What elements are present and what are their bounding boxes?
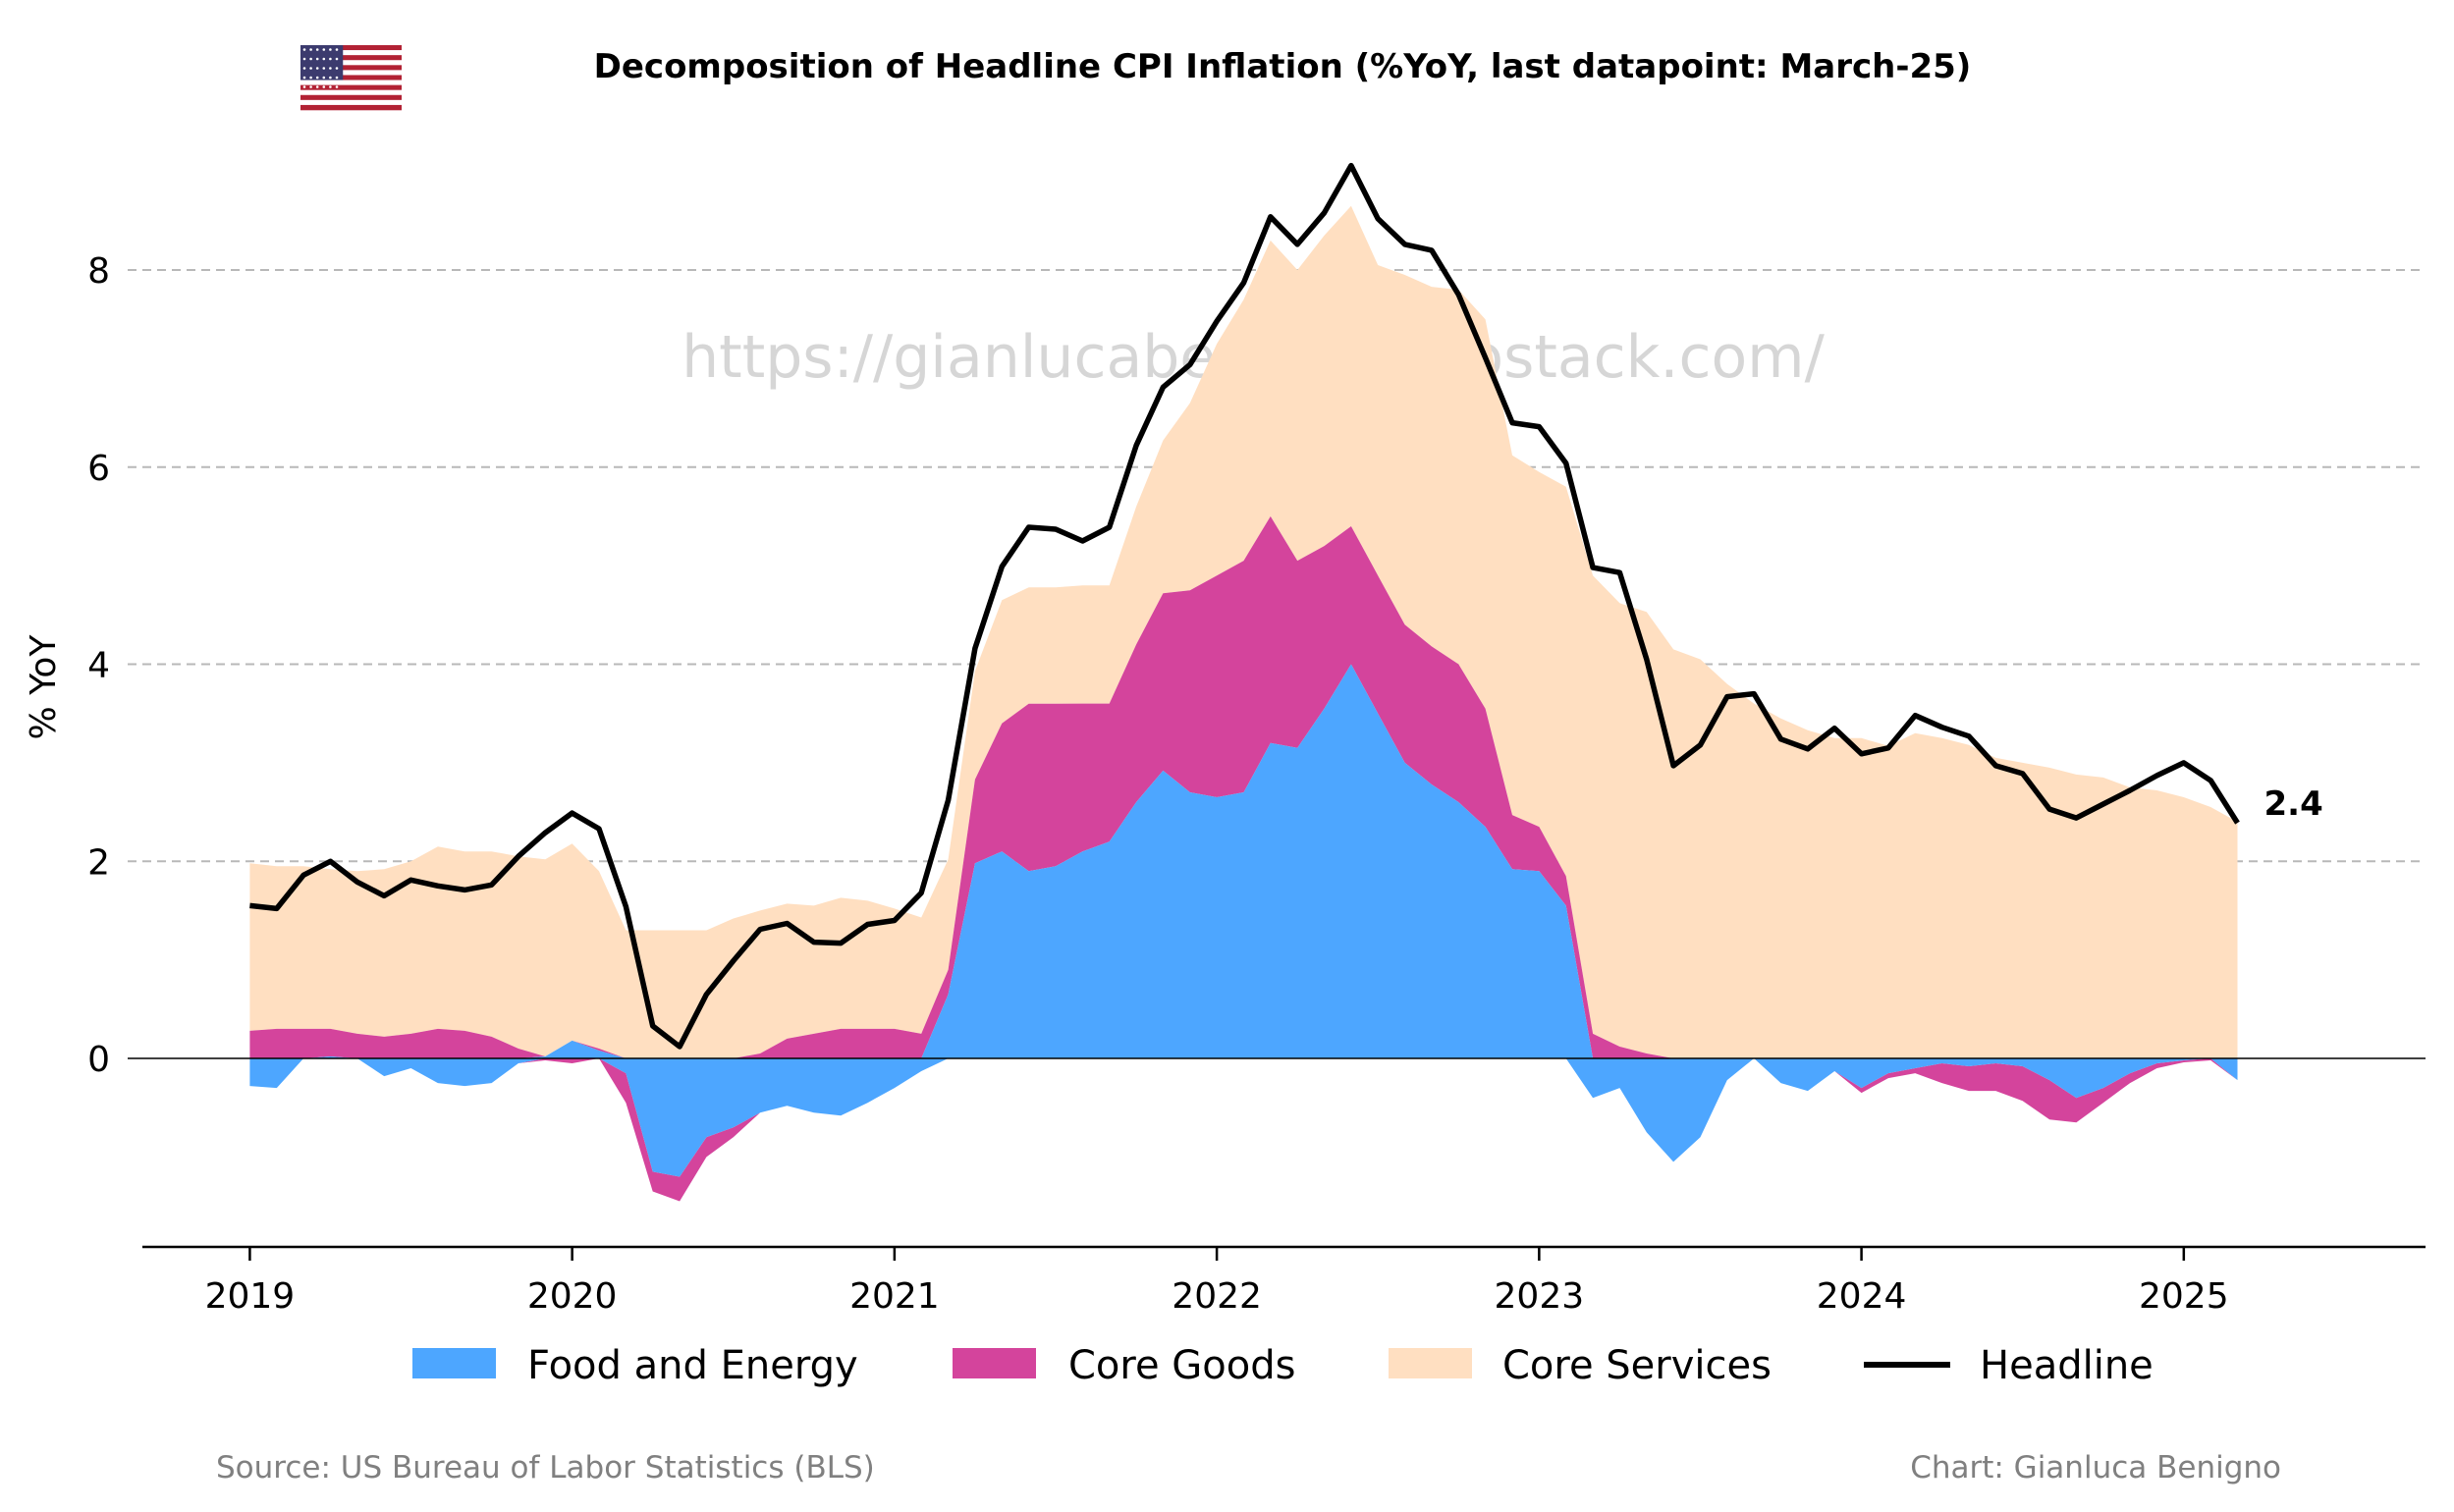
food-energy-area-negative xyxy=(249,1058,2238,1177)
core-goods-area-positive xyxy=(249,515,2238,1058)
legend-label: Food and Energy xyxy=(527,1343,858,1388)
y-tick-label: 8 xyxy=(87,251,110,292)
y-axis: 0 2 4 6 8 xyxy=(87,251,110,1080)
headline-series xyxy=(249,162,2240,1050)
x-axis: 2019 2020 2021 2022 2023 2024 2025 xyxy=(142,1245,2426,1317)
x-tick-label: 2021 xyxy=(849,1276,940,1317)
y-tick-label: 2 xyxy=(87,842,110,883)
headline-end-label: 2.4 xyxy=(2264,784,2323,824)
y-tick-label: 0 xyxy=(87,1040,110,1080)
us-flag-icon xyxy=(300,45,402,111)
legend-swatch xyxy=(1389,1348,1472,1378)
legend-swatch xyxy=(412,1348,496,1378)
x-tick-label: 2024 xyxy=(1817,1276,1907,1317)
y-axis-label: % YoY xyxy=(24,634,64,740)
x-tick-label: 2022 xyxy=(1172,1276,1262,1317)
legend-label: Core Services xyxy=(1502,1343,1772,1388)
legend: Food and Energy Core Goods Core Services He… xyxy=(412,1343,2154,1388)
x-tick-label: 2019 xyxy=(205,1276,296,1317)
food-energy-area-positive xyxy=(249,664,2238,1058)
headline-line xyxy=(249,162,2240,1050)
core-goods-area-negative xyxy=(249,1058,2238,1202)
core-services-area-positive xyxy=(249,205,2238,1059)
legend-label: Headline xyxy=(1980,1343,2154,1388)
x-tick-label: 2023 xyxy=(1495,1276,1585,1317)
source-note: Source: US Bureau of Labor Statistics (B… xyxy=(216,1450,875,1485)
y-tick-label: 6 xyxy=(87,449,110,489)
legend-label: Core Goods xyxy=(1068,1343,1295,1388)
x-tick-label: 2025 xyxy=(2139,1276,2229,1317)
y-tick-label: 4 xyxy=(87,646,110,686)
x-tick-label: 2020 xyxy=(527,1276,618,1317)
stacked-areas xyxy=(249,205,2238,1202)
legend-swatch xyxy=(953,1348,1036,1378)
chart-credit: Chart: Gianluca Benigno xyxy=(1910,1450,2281,1485)
chart-title: Decomposition of Headline CPI Inflation … xyxy=(594,47,1972,86)
